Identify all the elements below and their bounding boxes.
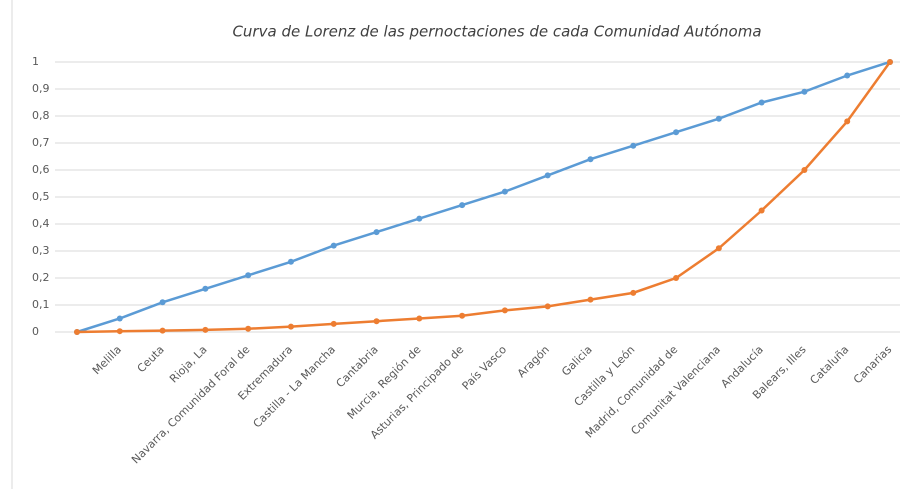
data-point xyxy=(844,72,851,79)
y-tick-label: 0,6 xyxy=(32,163,50,176)
data-point xyxy=(673,129,680,136)
data-point xyxy=(630,289,637,296)
chart-title: Curva de Lorenz de las pernoctaciones de… xyxy=(232,23,761,41)
x-tick-label: Aragón xyxy=(515,343,552,380)
data-point xyxy=(202,326,209,333)
data-point xyxy=(630,142,637,149)
data-point xyxy=(74,329,80,335)
data-point xyxy=(202,285,209,292)
y-tick-label: 0,4 xyxy=(32,217,50,230)
data-point xyxy=(801,167,808,173)
data-point xyxy=(330,242,337,249)
data-point xyxy=(245,272,252,279)
data-point xyxy=(245,325,252,332)
x-tick-label: Melilla xyxy=(90,343,124,377)
data-point xyxy=(459,202,466,209)
data-point xyxy=(715,115,722,122)
data-point xyxy=(758,99,765,106)
data-point xyxy=(673,275,680,281)
y-tick-label: 0,7 xyxy=(32,136,50,149)
data-point xyxy=(116,328,123,335)
data-point xyxy=(887,59,893,65)
x-tick-label: Canarias xyxy=(851,343,894,386)
x-tick-label: Cataluña xyxy=(807,343,851,387)
data-point xyxy=(330,320,337,327)
data-point xyxy=(159,327,166,334)
y-tick-label: 0,8 xyxy=(32,109,50,122)
data-point xyxy=(758,207,765,214)
data-point xyxy=(801,88,808,95)
data-point xyxy=(287,323,294,330)
data-point xyxy=(844,118,851,125)
series-line xyxy=(76,61,892,334)
y-tick-label: 0,1 xyxy=(32,298,50,311)
x-tick-label: País Vasco xyxy=(460,343,510,393)
y-tick-label: 1 xyxy=(32,55,39,68)
data-point xyxy=(501,307,508,314)
data-point xyxy=(116,315,123,322)
y-tick-label: 0,3 xyxy=(32,244,50,257)
data-point xyxy=(587,156,594,163)
data-point xyxy=(544,172,551,179)
data-point xyxy=(544,303,551,310)
data-point xyxy=(416,315,423,322)
series-line xyxy=(76,60,891,334)
x-tick-label: Rioja, La xyxy=(167,343,209,385)
data-point xyxy=(416,215,423,222)
x-tick-label: Galicia xyxy=(559,343,595,379)
data-point xyxy=(159,299,166,306)
data-point xyxy=(501,188,508,195)
y-tick-label: 0,9 xyxy=(32,82,50,95)
y-tick-label: 0,5 xyxy=(32,190,50,203)
data-point xyxy=(459,312,466,319)
data-point xyxy=(287,258,294,265)
data-point xyxy=(373,318,380,325)
y-tick-label: 0,2 xyxy=(32,271,50,284)
x-tick-label: Murcia, Región de xyxy=(345,343,424,422)
data-point xyxy=(373,229,380,236)
data-point xyxy=(715,245,722,252)
x-tick-label: Castilla - La Mancha xyxy=(251,343,338,430)
data-point xyxy=(587,296,594,303)
x-tick-label: Ceuta xyxy=(135,343,167,375)
y-tick-label: 0 xyxy=(32,325,39,338)
x-tick-label: Comunitat Valenciana xyxy=(628,343,723,438)
